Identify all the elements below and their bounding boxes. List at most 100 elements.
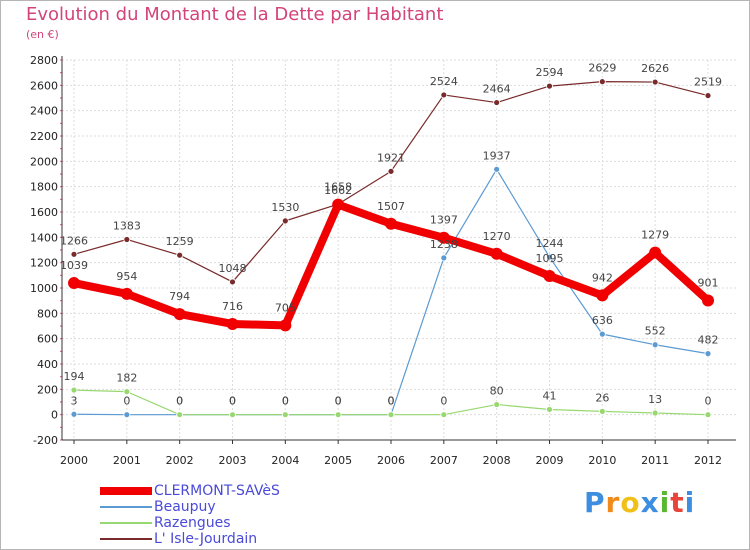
data-label: 0 — [176, 395, 183, 408]
y-tick-label: 400 — [37, 358, 58, 371]
data-point — [332, 198, 345, 211]
x-tick-label: 2003 — [219, 454, 247, 467]
data-point — [229, 278, 236, 286]
data-point — [387, 167, 395, 175]
data-point — [229, 411, 236, 419]
data-label: 636 — [592, 314, 613, 327]
y-tick-label: 2400 — [30, 105, 58, 118]
data-label: 0 — [388, 395, 395, 408]
data-label: 942 — [592, 271, 613, 284]
data-label: 2519 — [694, 76, 722, 89]
data-point — [493, 401, 501, 408]
data-label: 0 — [123, 395, 130, 408]
data-label: 3 — [71, 394, 78, 407]
data-point — [440, 254, 448, 262]
legend-label-clermont-saves: CLERMONT-SAVèS — [154, 483, 280, 499]
data-point — [437, 231, 450, 244]
data-point — [226, 317, 239, 330]
data-label: 2629 — [588, 62, 616, 75]
data-label: 0 — [335, 395, 342, 408]
y-tick-label: 600 — [37, 333, 58, 346]
data-point — [385, 217, 397, 230]
data-point — [173, 308, 186, 321]
y-tick-label: 2000 — [30, 155, 58, 168]
data-point — [596, 289, 609, 302]
data-point — [281, 411, 289, 419]
data-label: 1266 — [60, 234, 88, 247]
y-tick-label: 1600 — [30, 206, 58, 219]
data-label: 0 — [705, 395, 712, 408]
data-point — [176, 411, 184, 419]
x-tick-label: 2000 — [60, 454, 88, 467]
data-point — [546, 253, 553, 261]
y-tick-label: 1800 — [30, 181, 58, 194]
data-point — [704, 92, 712, 99]
data-label: 0 — [176, 395, 183, 408]
proxiti-logo: Proxiti — [584, 486, 695, 519]
data-point — [176, 251, 184, 259]
data-point — [649, 246, 662, 259]
y-tick-label: 2800 — [30, 54, 58, 67]
data-point — [490, 247, 503, 260]
data-label: 1039 — [60, 259, 88, 272]
y-tick-label: 2200 — [30, 130, 58, 143]
data-point — [651, 78, 659, 86]
x-tick-label: 2006 — [377, 454, 405, 467]
legend-label-razengues: Razengues — [154, 515, 231, 531]
data-label: 794 — [169, 290, 190, 303]
data-label: 26 — [595, 391, 609, 404]
plot-area — [62, 60, 736, 440]
data-label: 1279 — [641, 229, 669, 242]
data-label: 1530 — [271, 201, 299, 214]
legend-swatch-isle-jourdain — [100, 538, 152, 540]
data-label: 552 — [645, 325, 666, 338]
data-point — [281, 217, 289, 225]
data-label: 0 — [388, 395, 395, 408]
data-point — [493, 99, 501, 106]
data-label: 0 — [440, 395, 447, 408]
data-label: 2524 — [430, 75, 458, 88]
data-point — [279, 319, 292, 332]
x-tick-label: 2011 — [641, 454, 669, 467]
data-point — [440, 411, 448, 419]
y-tick-label: 800 — [37, 307, 58, 320]
y-tick-label: 2600 — [30, 79, 58, 92]
data-label: 1397 — [430, 214, 458, 227]
data-label: 2464 — [483, 83, 511, 96]
data-point — [546, 82, 553, 90]
data-label: 1937 — [483, 149, 511, 162]
data-label: 1383 — [113, 219, 141, 232]
x-tick-label: 2012 — [694, 454, 722, 467]
data-label: 1259 — [166, 235, 194, 248]
y-tick-label: 200 — [37, 383, 58, 396]
data-point — [704, 350, 712, 358]
data-point — [387, 411, 395, 419]
data-point — [546, 406, 553, 413]
data-point — [543, 269, 556, 282]
data-label: 182 — [116, 372, 137, 385]
x-tick-label: 2001 — [113, 454, 141, 467]
legend-item-isle-jourdain: L' Isle-Jourdain — [100, 531, 280, 547]
data-label: 1095 — [536, 252, 564, 265]
data-label: 2594 — [536, 66, 564, 79]
data-label: 1921 — [377, 151, 405, 164]
data-label: 0 — [229, 395, 236, 408]
x-tick-label: 2002 — [166, 454, 194, 467]
data-label: 0 — [282, 395, 289, 408]
data-label: 954 — [116, 270, 137, 283]
data-label: 1507 — [377, 200, 405, 213]
data-label: 0 — [282, 395, 289, 408]
data-point — [123, 388, 131, 396]
x-tick-label: 2004 — [271, 454, 299, 467]
y-tick-label: -200 — [33, 434, 58, 447]
logo-letter: x — [640, 486, 660, 519]
data-label: 1270 — [483, 230, 511, 243]
data-point — [120, 287, 133, 300]
data-point — [598, 407, 606, 415]
data-label: 1048 — [219, 262, 247, 275]
x-tick-label: 2005 — [324, 454, 352, 467]
chart-subtitle: (en €) — [26, 28, 59, 41]
data-label: 1244 — [536, 237, 564, 250]
logo-letter: t — [670, 486, 685, 519]
